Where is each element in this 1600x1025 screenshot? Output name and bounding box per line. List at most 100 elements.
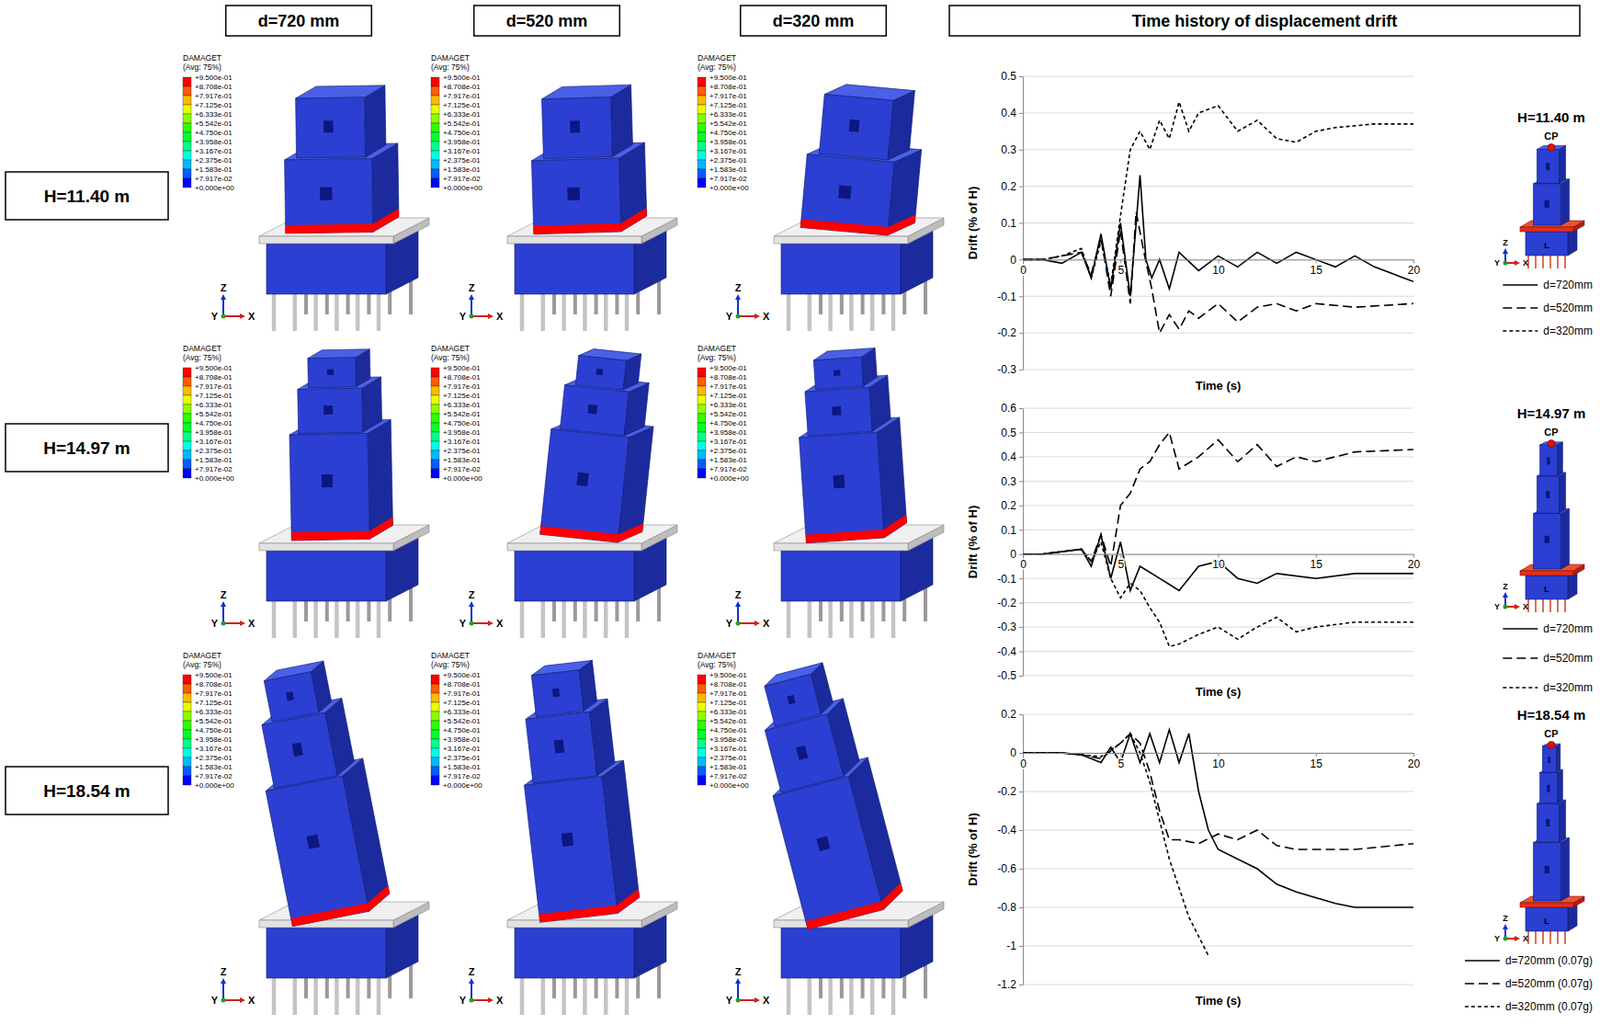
contour-tick-label: +3.167e-01 xyxy=(442,437,481,446)
contour-band xyxy=(697,113,706,124)
x-tick: 15 xyxy=(1310,554,1324,572)
contour-band xyxy=(431,748,440,758)
pile xyxy=(657,277,661,315)
y-tick: 0.2 xyxy=(1000,180,1023,193)
y-tick-mark xyxy=(1019,113,1023,114)
contour-tick-label: +1.583e-01 xyxy=(709,762,748,772)
x-axis: 05101520 xyxy=(1020,259,1420,277)
icon-pile xyxy=(1564,255,1566,269)
contour-band xyxy=(697,169,706,179)
x-tick-mark xyxy=(1413,554,1415,558)
contour-band xyxy=(431,385,440,396)
contour-band xyxy=(182,113,192,124)
x-axis: 05101520 xyxy=(1020,752,1420,771)
contour-legend: DAMAGET(Avg: 75%)+9.500e-01+8.708e-01+7.… xyxy=(182,53,235,193)
header-frame xyxy=(474,5,621,36)
legend: d=720mm (0.07g)d=520mm (0.07g)d=320mm (0… xyxy=(1464,953,1593,1013)
tower xyxy=(529,84,647,235)
contour-tick-label: +6.333e-01 xyxy=(194,110,233,119)
axis-triad: ZYX xyxy=(459,282,504,322)
legend-label: d=720mm (0.07g) xyxy=(1505,953,1593,967)
series-line xyxy=(1022,102,1414,285)
pile xyxy=(786,294,792,331)
y-tick-mark xyxy=(1019,456,1023,458)
window xyxy=(595,368,603,375)
icon-window xyxy=(1547,756,1551,763)
contour-band xyxy=(431,86,440,96)
legend-swatch xyxy=(1464,982,1500,985)
contour-tick-label: +7.917e-01 xyxy=(709,382,748,391)
row-frame xyxy=(5,423,169,472)
contour-band xyxy=(182,95,192,105)
icon-window xyxy=(1546,784,1550,793)
contour-band xyxy=(182,86,192,96)
y-tick: -0.2 xyxy=(997,596,1023,610)
x-axis: 05101520 xyxy=(1020,554,1420,572)
fe-model xyxy=(773,81,944,331)
contour-tick-label: +8.708e-01 xyxy=(194,82,233,91)
contour-band xyxy=(697,711,706,721)
y-tick: 0.5 xyxy=(1000,69,1023,83)
legend-swatch xyxy=(1502,686,1538,689)
contour-tick-label: +7.917e-02 xyxy=(709,465,748,474)
icon-window xyxy=(1545,490,1550,499)
y-tick-mark xyxy=(1019,408,1023,409)
damage-band-side xyxy=(364,885,393,911)
contour-tick-label: +3.958e-01 xyxy=(709,428,748,437)
contour-band xyxy=(431,395,440,405)
window xyxy=(831,406,841,416)
x-tick-label: 20 xyxy=(1407,757,1421,771)
x-tick-mark xyxy=(1120,259,1122,263)
pile xyxy=(313,977,318,1015)
y-tick-label: -0.2 xyxy=(997,784,1017,798)
y-tick-label: -0.5 xyxy=(997,669,1017,682)
fe-model xyxy=(743,657,944,1015)
contour-tick-label: +9.500e-01 xyxy=(709,670,748,680)
tower-block-front xyxy=(265,775,370,927)
legend-swatch xyxy=(1502,627,1538,630)
grid-line xyxy=(1022,984,1414,986)
contour-tick-label: +4.750e-01 xyxy=(442,726,481,735)
pile xyxy=(334,977,340,1015)
window xyxy=(561,832,574,847)
y-tick-label: 0.4 xyxy=(1000,106,1017,120)
triad-label: Z xyxy=(1502,581,1509,591)
contour-band xyxy=(431,729,440,739)
line-chart: -0.3-0.2-0.100.10.20.30.40.505101520Time… xyxy=(965,69,1593,393)
x-axis-title: Time (s) xyxy=(1195,684,1242,699)
column-header-box: d=520 mm xyxy=(474,5,621,36)
contour-band xyxy=(697,404,706,414)
legend: d=720mmd=520mmd=320mm xyxy=(1502,278,1593,338)
contour-tick-label: +2.375e-01 xyxy=(709,156,748,165)
icon-window xyxy=(1544,865,1550,874)
tower xyxy=(510,658,641,922)
contour-tick-label: +7.917e-02 xyxy=(709,771,748,781)
y-tick: 0.2 xyxy=(1000,707,1023,721)
pile xyxy=(272,977,277,1015)
pile xyxy=(891,601,897,638)
legend-swatch xyxy=(1502,283,1538,286)
contour-legend-title: DAMAGET xyxy=(182,650,222,660)
y-tick-label: -0.2 xyxy=(997,596,1017,610)
contour-tick-label: +6.333e-01 xyxy=(709,707,748,716)
x-tick-label: 0 xyxy=(1020,263,1027,277)
contour-band xyxy=(182,150,192,160)
icon-slab-front xyxy=(1520,226,1574,232)
grid-line xyxy=(1022,112,1414,114)
row-label-box: H=14.97 m xyxy=(5,423,169,472)
contour-band xyxy=(182,711,192,721)
tower-block-front xyxy=(800,154,895,236)
contour-tick-label: +7.125e-01 xyxy=(709,698,748,707)
damage-band-side xyxy=(877,882,907,909)
x-tick: 0 xyxy=(1020,752,1027,771)
pile xyxy=(272,294,277,331)
contour-band xyxy=(431,77,440,87)
triad-label: Z xyxy=(1502,913,1509,923)
x-axis-title: Time (s) xyxy=(1195,378,1242,393)
cp-label: CP xyxy=(1543,426,1558,438)
fe-model xyxy=(259,348,430,638)
window xyxy=(306,834,320,850)
tower-block-top xyxy=(541,84,632,100)
contour-band xyxy=(182,468,192,478)
contour-tick-label: +7.917e-01 xyxy=(194,382,233,391)
